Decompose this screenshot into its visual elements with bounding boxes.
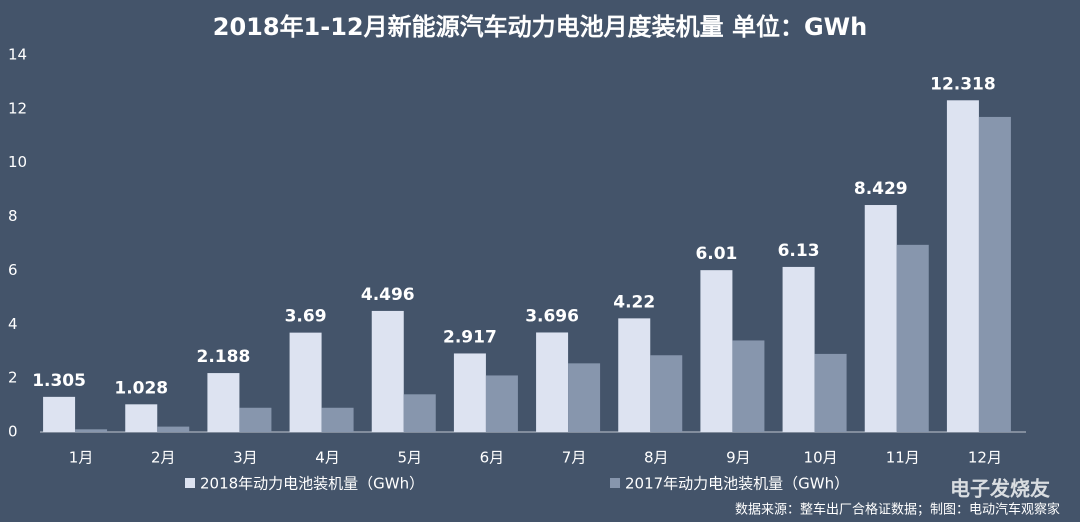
data-label: 3.696: [525, 306, 579, 326]
x-tick-label: 10月: [804, 449, 838, 467]
x-tick-label: 2月: [151, 449, 176, 467]
y-tick-label: 4: [8, 315, 18, 333]
data-label: 2.917: [443, 327, 497, 347]
y-tick-label: 2: [8, 369, 18, 387]
x-tick-label: 12月: [968, 449, 1002, 467]
bar: [403, 394, 436, 432]
bar: [157, 426, 190, 432]
y-tick-label: 14: [8, 46, 27, 64]
bar: [814, 353, 847, 432]
x-tick-label: 7月: [562, 449, 587, 467]
bar: [782, 266, 815, 432]
y-tick-label: 8: [8, 207, 18, 225]
bar: [732, 340, 765, 432]
y-tick-label: 12: [8, 99, 27, 117]
x-tick-label: 11月: [886, 449, 920, 467]
bar: [978, 116, 1011, 432]
bar: [239, 407, 272, 432]
x-tick-label: 1月: [69, 449, 94, 467]
chart-title: 2018年1-12月新能源汽车动力电池月度装机量 单位：GWh: [213, 13, 867, 41]
x-tick-label: 3月: [233, 449, 258, 467]
y-tick-label: 0: [8, 423, 18, 441]
x-tick-label: 6月: [480, 449, 505, 467]
bar: [568, 363, 601, 432]
y-tick-label: 6: [8, 261, 18, 279]
legend-swatch: [185, 478, 195, 488]
data-label: 1.028: [114, 378, 168, 398]
data-label: 3.69: [285, 307, 327, 327]
data-label: 8.429: [854, 179, 908, 199]
x-tick-label: 5月: [397, 449, 422, 467]
bar: [864, 205, 897, 432]
y-tick-label: 10: [8, 153, 27, 171]
bar: [485, 375, 518, 432]
bar: [453, 353, 486, 432]
x-tick-label: 4月: [315, 449, 340, 467]
bar: [700, 270, 733, 432]
bar: [125, 404, 158, 432]
legend-label: 2018年动力电池装机量（GWh）: [200, 475, 424, 493]
bar: [371, 310, 404, 432]
watermark: 电子发烧友: [950, 477, 1050, 501]
bar: [321, 407, 354, 432]
bar: [618, 318, 651, 432]
source-note: 数据来源：整车出厂合格证数据；制图：电动汽车观察家: [735, 502, 1060, 518]
legend-swatch: [610, 478, 620, 488]
data-label: 4.496: [361, 285, 415, 305]
data-label: 6.13: [778, 241, 820, 261]
bar: [896, 244, 929, 432]
x-tick-label: 8月: [644, 449, 669, 467]
data-label: 12.318: [930, 74, 996, 94]
bar: [946, 100, 979, 432]
bar: [289, 332, 322, 432]
x-tick-label: 9月: [726, 449, 751, 467]
data-label: 1.305: [32, 371, 86, 391]
bar: [207, 373, 240, 432]
data-label: 4.22: [613, 292, 655, 312]
bar: [536, 332, 569, 432]
data-label: 6.01: [695, 244, 737, 264]
bar: [43, 396, 76, 432]
bar: [75, 429, 108, 432]
bar: [650, 355, 683, 432]
legend-label: 2017年动力电池装机量（GWh）: [625, 475, 849, 493]
data-label: 2.188: [197, 347, 251, 367]
